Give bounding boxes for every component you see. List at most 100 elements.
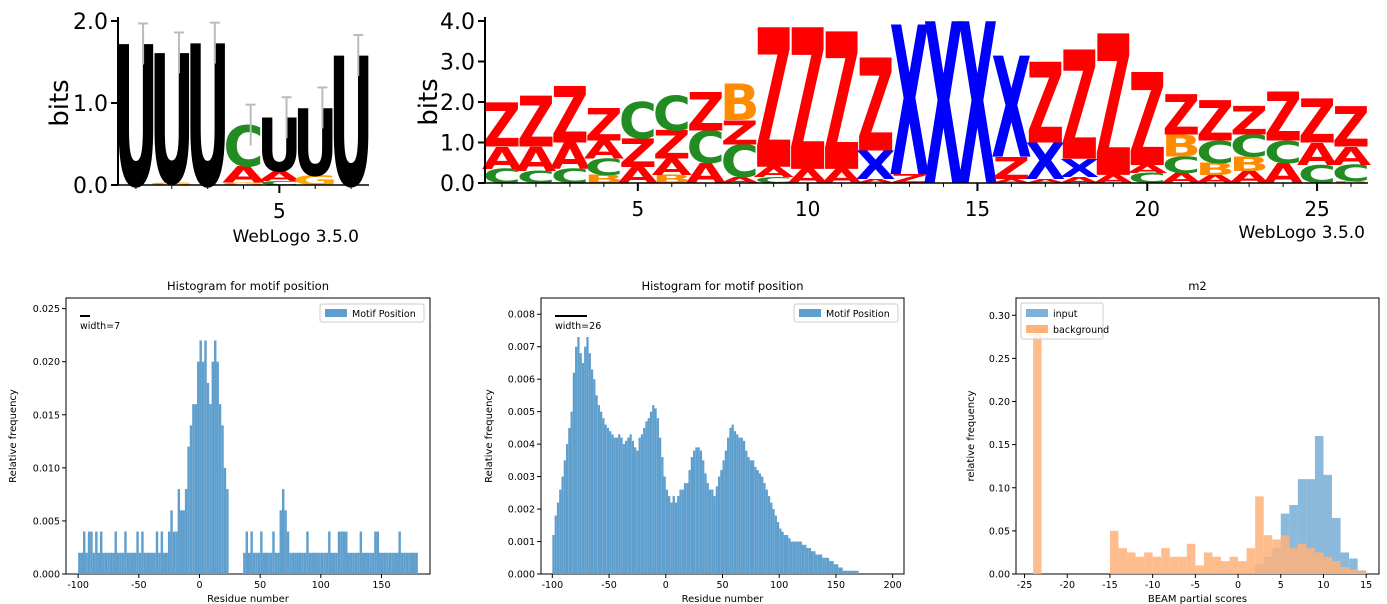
histogram-bar [561,476,564,574]
x-tick-label: -50 [131,580,147,591]
background-bar [1186,543,1196,574]
background-bar [1289,548,1298,574]
histogram-bar [131,552,134,574]
histogram [537,297,905,578]
histogram-bar [403,552,406,574]
histogram-bar [267,552,270,574]
histogram-bar [366,552,370,574]
histogram-bar [201,361,205,574]
histogram-bar [656,418,659,574]
y-tick-label: 0.30 [989,311,1010,322]
histogram-bar [751,460,755,574]
histogram-bar [674,502,678,574]
background-bar [1118,548,1128,574]
histogram-bar [243,552,246,574]
histogram-bar [609,431,612,574]
histogram-bar [337,531,341,574]
histogram-bar [306,531,309,574]
legend-box [793,303,899,323]
logo-letter: X [1059,154,1099,183]
histogram-bar [374,531,377,574]
histogram-bar [315,552,319,574]
histogram-bar [150,552,154,574]
logo-letter: A [1331,142,1372,171]
logo-letter: Z [1196,89,1234,154]
histogram-bar [204,340,207,574]
histogram-bar [615,437,619,574]
histogram-bar [379,552,382,574]
x-tick-label: 20 [1135,197,1160,221]
histogram-bar [713,496,716,574]
logo-letter: A [584,135,625,164]
histogram-bar [289,552,292,574]
overlay-histogram [1012,297,1380,578]
histogram-bar [133,552,137,574]
histogram-bar [112,552,115,574]
logo-footer: WebLogo 3.5.0 [1239,223,1366,243]
histogram-bar [581,362,585,574]
histogram-bar [369,552,372,574]
histogram-bar [78,552,81,574]
y-tick-label: 2.0 [440,91,475,116]
y-tick-label: 1.0 [73,92,108,117]
histogram-bar [833,564,836,574]
width-label: width=7 [80,321,120,332]
histogram-bar [822,557,825,574]
logo-letter: A [991,178,1032,184]
histogram-bar [586,336,589,574]
histogram-bar [376,531,380,574]
histogram-bar [277,552,280,574]
histogram-bar [740,437,743,574]
y-tick-label: 0.003 [508,472,535,483]
width-label: width=26 [555,321,601,332]
background-bar [1255,496,1264,574]
logo-letter: C [1264,135,1302,171]
histogram-bar [330,552,333,574]
x-tick-label: -10 [1145,580,1161,591]
histogram-bar [167,531,171,574]
x-tick-label: -100 [542,580,564,591]
histogram-bar [658,437,662,574]
background-bar [1349,569,1358,574]
histogram-bar [347,552,350,574]
histogram-bar [577,336,580,574]
histogram-bar [163,552,166,574]
histogram-bar [649,411,653,574]
logo-letter: A [1127,163,1167,176]
histogram-bar [248,552,251,574]
histogram-bar [622,444,625,574]
logo-letter: C [585,155,623,181]
logo-letter: A [258,169,301,185]
histogram-bar [745,450,748,574]
x-tick-label: 150 [827,580,845,591]
logo-letter: Z [1264,80,1302,157]
histogram-bar [845,570,848,574]
histogram-bar [652,405,655,574]
logo-letter: A [652,155,692,181]
background-bar [1169,556,1179,574]
histogram-bar [681,489,684,574]
background-bar [1135,556,1145,574]
x-tick-label: 50 [716,580,728,591]
histogram-bar [640,434,644,574]
histogram-bar [332,552,336,574]
histogram-bar [223,467,227,574]
histogram-bar [738,437,741,574]
histogram-bar [720,470,723,574]
histogram-bar [588,353,591,574]
histogram-bar [636,450,639,574]
histogram-bar [563,460,566,574]
background-bar [1314,552,1324,574]
histogram-bar [192,404,195,574]
logo-letter: C [687,122,725,173]
histogram-bar [250,531,253,574]
histogram-bar [620,437,623,574]
logo-letter: A [516,140,557,179]
x-axis-label: BEAM partial scores [1148,594,1247,604]
x-tick-label: 150 [372,580,390,591]
y-tick-label: 0.010 [33,463,60,474]
histogram-bar [602,418,605,574]
y-tick-label: 0.006 [508,375,535,386]
legend-swatch [1026,325,1048,333]
